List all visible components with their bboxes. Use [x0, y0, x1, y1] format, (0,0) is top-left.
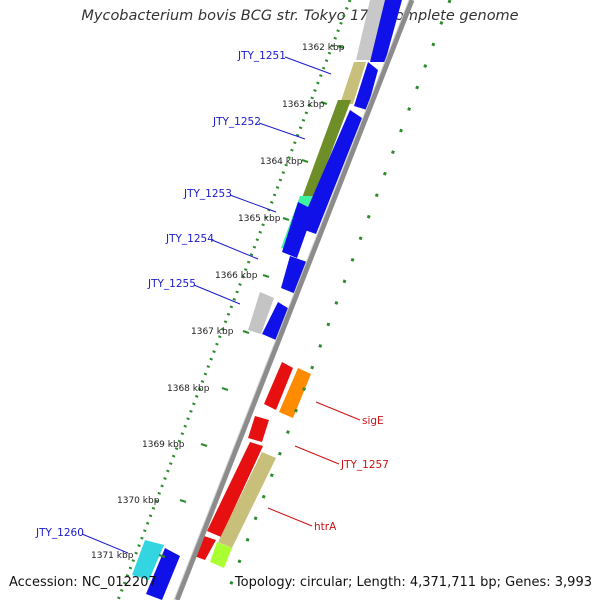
cds-arrow-blue-2	[354, 62, 378, 110]
gene-label-JTY_1255[interactable]: JTY_1255	[147, 278, 196, 290]
gene-block-cyan-1260	[132, 540, 164, 580]
kbp-label-1370: 1370 kbp	[117, 496, 160, 506]
kbp-label-1365: 1365 kbp	[238, 214, 281, 224]
gene-label-htrA[interactable]: htrA	[314, 521, 337, 533]
gene-leaders-left	[81, 56, 332, 554]
cds-arrow-red-1	[264, 362, 293, 410]
cds-arrow-blue-1	[370, 0, 402, 62]
gene-label-JTY_1254[interactable]: JTY_1254	[165, 233, 214, 245]
topology-text: Topology: circular; Length: 4,371,711 bp…	[234, 575, 592, 590]
gene-block-olive-1252	[302, 100, 351, 198]
gene-lime	[210, 542, 232, 568]
gene-label-JTY_1252[interactable]: JTY_1252	[212, 116, 261, 128]
cds-arrow-blue-5	[281, 256, 307, 294]
cds-arrow-red-2	[248, 416, 269, 442]
gc-content-track	[116, 0, 352, 600]
backbone-highlight	[173, 0, 410, 600]
gene-leaders-right	[267, 401, 361, 527]
gene-block-gray-1255	[248, 292, 274, 334]
cds-arrow-red-4	[194, 536, 216, 560]
gene-label-JTY_1257[interactable]: JTY_1257	[340, 459, 389, 471]
cds-arrow-blue-4	[282, 202, 314, 258]
gene-block-khaki-1251	[340, 62, 366, 104]
kbp-label-1367: 1367 kbp	[191, 327, 234, 337]
gene-label-sigE[interactable]: sigE	[362, 415, 384, 427]
backbone-line	[174, 0, 415, 600]
accession-text: Accession: NC_012207	[9, 575, 157, 590]
kbp-label-1364: 1364 kbp	[260, 157, 303, 167]
kbp-label-1366: 1366 kbp	[215, 271, 258, 281]
kbp-label-1362: 1362 kbp	[302, 43, 345, 53]
gene-label-JTY_1253[interactable]: JTY_1253	[183, 188, 232, 200]
kbp-label-1371: 1371 kbp	[91, 551, 134, 561]
cds-arrow-red-3	[207, 442, 263, 537]
kbp-label-1363: 1363 kbp	[282, 100, 325, 110]
cds-arrow-blue-7	[146, 548, 180, 600]
cds-arrow-blue-3	[299, 110, 362, 234]
gene-orange-sigE	[279, 368, 311, 418]
gene-label-JTY_1260[interactable]: JTY_1260	[35, 527, 84, 539]
kbp-tick-marks	[158, 44, 345, 559]
gene-label-JTY_1251[interactable]: JTY_1251	[237, 50, 286, 62]
gene-khaki-htrA	[218, 452, 276, 548]
cds-arrow-blue-6	[262, 302, 291, 340]
kbp-label-1369: 1369 kbp	[142, 440, 185, 450]
kbp-label-1368: 1368 kbp	[167, 384, 210, 394]
